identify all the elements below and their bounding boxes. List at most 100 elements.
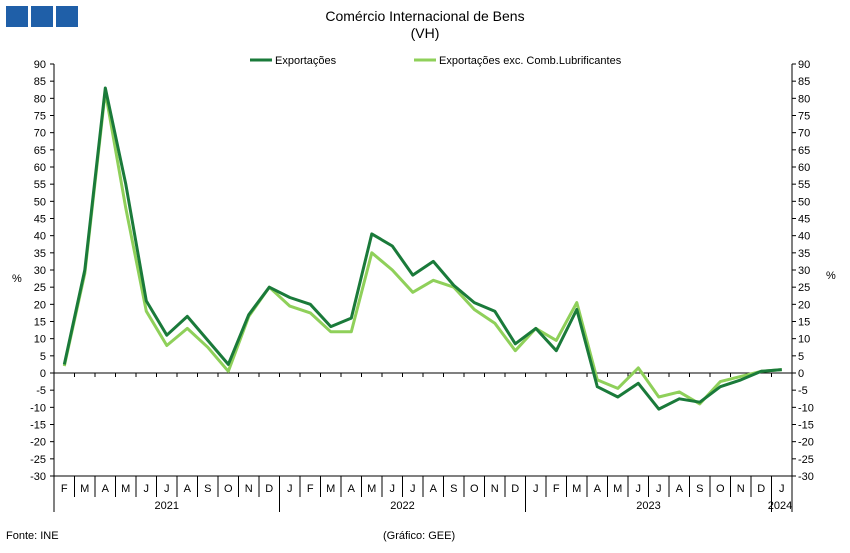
month-label: O (224, 483, 233, 495)
y-tick-label-right: 0 (798, 368, 804, 380)
y-tick-label-left: -20 (30, 437, 46, 449)
y-tick-label-right: 30 (798, 265, 810, 277)
y-tick-label-left: 55 (34, 179, 46, 191)
y-tick-label-left: 0 (40, 368, 46, 380)
legend-label-exports-excl: Exportações exc. Comb.Lubrificantes (439, 55, 622, 67)
y-tick-label-right: -10 (798, 402, 814, 414)
month-label: D (757, 483, 765, 495)
month-label: D (511, 483, 519, 495)
y-tick-label-right: -20 (798, 437, 814, 449)
y-tick-label-right: -30 (798, 471, 814, 483)
y-tick-label-left: 20 (34, 299, 46, 311)
y-tick-label-right: -15 (798, 420, 814, 432)
y-tick-label-right: 65 (798, 145, 810, 157)
logo-block (6, 6, 28, 27)
chart-credit: (Gráfico: GEE) (383, 530, 456, 542)
y-tick-label-right: 5 (798, 351, 804, 363)
y-tick-label-left: 35 (34, 248, 46, 260)
month-label: J (656, 483, 662, 495)
y-tick-label-right: 60 (798, 162, 810, 174)
chart-subtitle: (VH) (410, 25, 440, 41)
year-label: 2021 (155, 500, 179, 512)
month-label: N (737, 483, 745, 495)
month-label: F (307, 483, 314, 495)
y-tick-label-left: 70 (34, 128, 46, 140)
y-tick-label-right: -25 (798, 454, 814, 466)
y-tick-label-left: 65 (34, 145, 46, 157)
month-label: J (410, 483, 416, 495)
y-tick-label-left: -25 (30, 454, 46, 466)
y-tick-label-right: 55 (798, 179, 810, 191)
y-tick-label-right: 90 (798, 59, 810, 71)
y-axis-label-right: % (826, 270, 836, 282)
year-label: 2023 (636, 500, 660, 512)
y-tick-label-right: 50 (798, 196, 810, 208)
logo (6, 6, 78, 27)
month-label: S (204, 483, 211, 495)
y-tick-label-left: -10 (30, 402, 46, 414)
y-tick-label-right: 10 (798, 334, 810, 346)
month-label: D (265, 483, 273, 495)
month-label: M (121, 483, 130, 495)
month-label: J (636, 483, 642, 495)
month-label: J (164, 483, 170, 495)
y-tick-label-right: 80 (798, 93, 810, 105)
month-label: J (287, 483, 293, 495)
source-note: Fonte: INE (6, 530, 59, 542)
y-tick-label-left: 75 (34, 111, 46, 123)
month-label: M (80, 483, 89, 495)
y-tick-label-left: 60 (34, 162, 46, 174)
y-tick-label-left: 5 (40, 351, 46, 363)
month-label: F (61, 483, 68, 495)
series-line-exports (62, 86, 782, 411)
y-tick-label-left: -15 (30, 420, 46, 432)
month-label: J (144, 483, 150, 495)
y-tick-label-left: 40 (34, 231, 46, 243)
y-tick-label-left: 30 (34, 265, 46, 277)
y-tick-label-left: 45 (34, 214, 46, 226)
month-label: O (716, 483, 725, 495)
month-label: S (450, 483, 457, 495)
y-tick-label-left: -5 (36, 385, 46, 397)
y-tick-label-right: 70 (798, 128, 810, 140)
y-tick-label-right: 25 (798, 282, 810, 294)
y-tick-label-right: 40 (798, 231, 810, 243)
month-label: M (572, 483, 581, 495)
month-label: J (390, 483, 396, 495)
month-label: S (696, 483, 703, 495)
y-axis-label-left: % (12, 273, 22, 285)
legend: Exportações Exportações exc. Comb.Lubrif… (250, 55, 622, 67)
y-tick-label-left: 85 (34, 76, 46, 88)
month-label: O (470, 483, 479, 495)
y-tick-label-right: 85 (798, 76, 810, 88)
y-tick-label-left: 25 (34, 282, 46, 294)
month-label: A (676, 483, 684, 495)
y-tick-label-left: 50 (34, 196, 46, 208)
y-tick-label-right: 35 (798, 248, 810, 260)
y-tick-label-left: -30 (30, 471, 46, 483)
y-tick-label-right: 45 (798, 214, 810, 226)
logo-block (56, 6, 78, 27)
series-line-exports-excl (62, 90, 782, 406)
y-tick-label-left: 15 (34, 317, 46, 329)
month-label: A (184, 483, 192, 495)
month-label: N (491, 483, 499, 495)
logo-block (31, 6, 53, 27)
month-label: M (613, 483, 622, 495)
legend-label-exports: Exportações (275, 55, 337, 67)
month-label: J (533, 483, 539, 495)
y-tick-label-left: 80 (34, 93, 46, 105)
y-tick-label-right: 75 (798, 111, 810, 123)
y-tick-label-right: 20 (798, 299, 810, 311)
y-tick-label-left: 10 (34, 334, 46, 346)
month-label: A (594, 483, 602, 495)
month-label: N (245, 483, 253, 495)
month-label: M (367, 483, 376, 495)
y-tick-label-right: 15 (798, 317, 810, 329)
year-label: 2024 (768, 500, 792, 512)
month-label: A (430, 483, 438, 495)
month-label: A (348, 483, 356, 495)
chart-title: Comércio Internacional de Bens (325, 8, 525, 24)
